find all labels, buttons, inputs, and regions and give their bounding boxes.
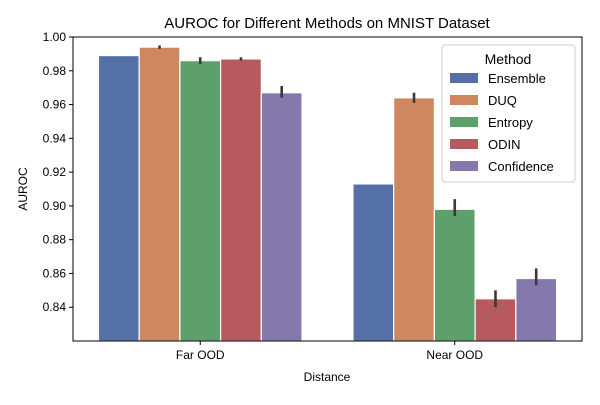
chart-title: AUROC for Different Methods on MNIST Dat…: [164, 15, 490, 32]
bar-ensemble-near-ood: [352, 183, 395, 342]
legend-title: Method: [485, 51, 532, 67]
y-axis-label: AUROC: [16, 167, 30, 211]
x-tick-label: Near OOD: [426, 348, 483, 362]
legend-label: Entropy: [488, 115, 533, 130]
bar-confidence-near-ood: [515, 277, 558, 342]
legend-swatch: [450, 95, 478, 105]
y-tick-label: 1.00: [43, 30, 67, 44]
legend-label: Confidence: [488, 159, 554, 174]
y-tick-label: 0.94: [43, 131, 67, 145]
y-tick-label: 0.84: [43, 300, 67, 314]
legend: Method Ensemble DUQ Entropy ODIN Confidence: [441, 44, 576, 183]
bar-ensemble-far-ood: [97, 54, 140, 342]
x-tick-label: Far OOD: [176, 348, 225, 362]
bar-entropy-far-ood: [179, 60, 222, 342]
bar-confidence-far-ood: [260, 92, 303, 342]
legend-label: Ensemble: [488, 71, 546, 86]
error-bars-layer: [158, 45, 538, 308]
y-axis: 0.84 0.86 0.88 0.90 0.92 0.94 0.96 0.98 1.00: [43, 30, 73, 314]
x-axis: Far OOD Near OOD: [176, 341, 483, 362]
y-tick-label: 0.88: [43, 233, 67, 247]
y-tick-label: 0.96: [43, 98, 67, 112]
legend-swatch: [450, 139, 478, 149]
legend-label: ODIN: [488, 137, 521, 152]
y-tick-label: 0.98: [43, 64, 67, 78]
bar-entropy-near-ood: [433, 208, 476, 342]
legend-swatch: [450, 161, 478, 171]
legend-swatch: [450, 73, 478, 83]
bar-duq-near-ood: [393, 97, 435, 342]
legend-swatch: [450, 117, 478, 127]
bar-duq-far-ood: [138, 46, 181, 342]
bar-odin-far-ood: [220, 58, 262, 342]
y-tick-label: 0.90: [43, 199, 67, 213]
plot-frame: [72, 36, 583, 342]
y-tick-label: 0.92: [43, 165, 67, 179]
x-axis-label: Distance: [304, 370, 351, 384]
y-tick-label: 0.86: [43, 266, 67, 280]
bars-layer: [97, 46, 558, 342]
legend-label: DUQ: [488, 93, 517, 108]
